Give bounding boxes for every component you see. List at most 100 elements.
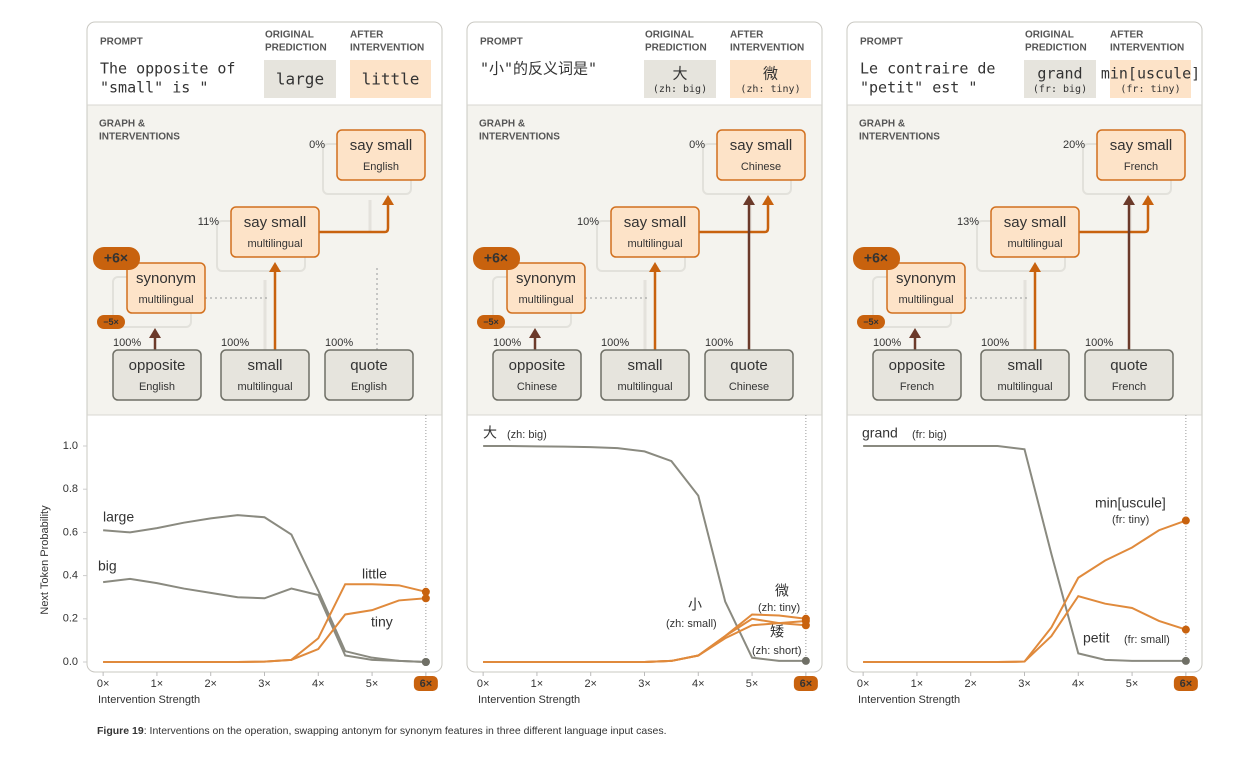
boost-badge <box>93 247 140 270</box>
node <box>610 206 700 258</box>
node-label: small <box>247 357 282 374</box>
node-label: say small <box>1110 137 1173 154</box>
series-label: petit <box>1083 630 1110 646</box>
end-dot <box>1181 656 1190 665</box>
series-label: large <box>103 509 134 525</box>
after-box <box>730 60 811 98</box>
node-sub: multilingual <box>138 294 193 306</box>
node-label: say small <box>244 214 307 231</box>
x-tick-label: 0× <box>477 678 490 690</box>
node-pct: 11% <box>198 216 219 228</box>
node-label: opposite <box>129 357 186 374</box>
node <box>112 349 202 401</box>
node-sub: multilingual <box>997 381 1052 393</box>
edge-head <box>382 195 394 205</box>
edge-head <box>1123 195 1135 205</box>
node-label: small <box>627 357 662 374</box>
node <box>220 349 310 401</box>
x-axis-label: Intervention Strength <box>858 694 960 706</box>
x-tick-label: 0× <box>857 678 870 690</box>
edge-head <box>1029 262 1041 272</box>
node <box>872 349 962 401</box>
prompt-text: "小"的反义词是" <box>480 60 597 78</box>
node-sub: multilingual <box>627 238 682 250</box>
node-sub: multilingual <box>617 381 672 393</box>
series-line <box>863 594 1187 663</box>
node-label: say small <box>624 214 687 231</box>
boost-text: −5× <box>863 317 879 327</box>
node-sub: French <box>900 381 934 393</box>
boost-badge <box>477 315 505 329</box>
header-label: AFTER <box>730 30 764 41</box>
header-label: ORIGINAL <box>265 30 314 41</box>
x-tick-label: 2× <box>204 678 217 690</box>
x-tick-label: 5× <box>746 678 759 690</box>
x-axis-label: Intervention Strength <box>98 694 200 706</box>
x-tick-label: 2× <box>964 678 977 690</box>
series-gloss: (fr: big) <box>912 429 947 441</box>
tick-badge <box>413 676 438 691</box>
boost-badge <box>857 315 885 329</box>
series-line <box>863 445 1186 662</box>
node-label: synonym <box>896 270 956 287</box>
series-label: big <box>98 558 117 574</box>
boost-text: +6× <box>104 250 128 266</box>
x-tick-label: 3× <box>638 678 651 690</box>
series-gloss: (zh: big) <box>507 429 547 441</box>
end-dot <box>421 594 430 603</box>
edge <box>319 203 390 234</box>
node <box>506 262 586 314</box>
boost-text: −5× <box>483 317 499 327</box>
prompt-text: "small" is " <box>100 79 208 97</box>
node-sub: multilingual <box>518 294 573 306</box>
series-label: 大 <box>483 425 497 441</box>
header-label: INTERVENTION <box>350 43 424 54</box>
after-gloss: (zh: tiny) <box>740 84 800 95</box>
header-label: PREDICTION <box>265 43 327 54</box>
x-tick-label: 5× <box>366 678 379 690</box>
end-dot <box>1181 516 1190 525</box>
boost-badge <box>97 315 125 329</box>
original-box <box>1024 60 1096 98</box>
header-label: ORIGINAL <box>645 30 694 41</box>
node-label: quote <box>1110 357 1148 374</box>
caption-text: : Interventions on the operation, swappi… <box>144 725 667 737</box>
after-box <box>1110 60 1191 98</box>
series-line <box>483 445 806 662</box>
node-pct: 100% <box>601 337 629 349</box>
node-sub: Chinese <box>517 381 557 393</box>
tick-badge <box>1173 676 1198 691</box>
end-dot <box>421 587 430 596</box>
node-sub: Chinese <box>729 381 769 393</box>
header-label: GRAPH & <box>99 119 145 130</box>
boost-text: +6× <box>864 250 888 266</box>
series-gloss: (zh: small) <box>666 618 717 630</box>
series-line <box>103 577 426 663</box>
series-label: min[uscule] <box>1095 495 1166 511</box>
node-sub: multilingual <box>1007 238 1062 250</box>
node-label: say small <box>730 137 793 154</box>
after-text: min[uscule] <box>1101 65 1200 83</box>
node-pct: 20% <box>1063 139 1085 151</box>
node-pct: 100% <box>325 337 353 349</box>
node-sub: English <box>351 381 387 393</box>
header-label: GRAPH & <box>479 119 525 130</box>
series-gloss: (fr: small) <box>1124 634 1170 646</box>
original-box <box>644 60 716 98</box>
node-sub: French <box>1124 161 1158 173</box>
node-pct: 100% <box>113 337 141 349</box>
node-label: say small <box>1004 214 1067 231</box>
node-sub: English <box>139 381 175 393</box>
node-pct: 0% <box>689 139 705 151</box>
series-label: 矮 <box>770 624 784 640</box>
header-label: INTERVENTION <box>730 43 804 54</box>
caption-label: Figure 19 <box>97 725 144 737</box>
node <box>492 349 582 401</box>
series-line <box>103 514 426 663</box>
y-axis-label: Next Token Probability <box>39 505 51 615</box>
x-tick-label: 3× <box>1018 678 1031 690</box>
series-line <box>483 617 806 663</box>
end-dot <box>801 621 810 630</box>
node-sub: French <box>1112 381 1146 393</box>
header-label: PROMPT <box>480 37 523 48</box>
